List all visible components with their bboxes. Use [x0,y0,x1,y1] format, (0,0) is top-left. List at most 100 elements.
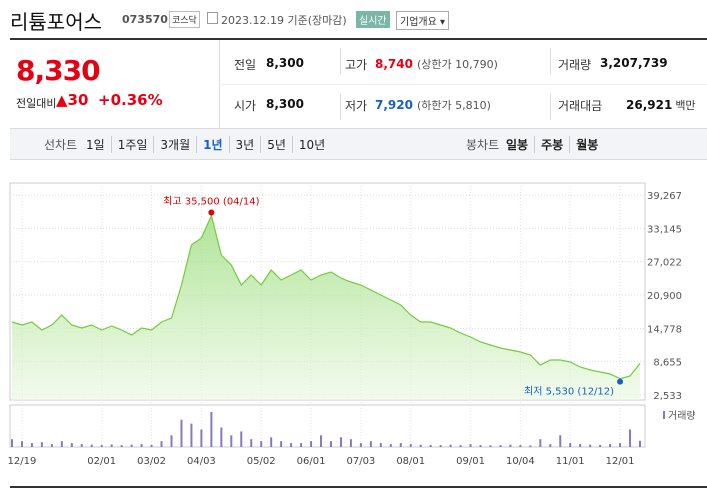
volume-bar [629,429,632,447]
change-rate: +0.36% [98,91,163,109]
stat-value: 26,921 백만 [626,97,696,113]
annotation-dot [617,378,624,385]
volume-bar [80,444,83,447]
tab-bar [10,128,707,160]
candle-tab[interactable]: 월봉 [569,136,604,153]
stat-number: 8,300 [266,56,304,70]
x-tick-label: 12/01 [606,456,635,467]
volume-bar [11,439,13,447]
stat-number: 8,300 [266,97,304,111]
volume-bar [619,443,622,447]
volume-bar [579,444,582,447]
volume-bar [130,444,133,447]
stat-unit: 백만 [675,99,696,112]
volume-bar [449,444,452,447]
stat-divider [550,94,551,120]
stock-code: 073570 [122,13,168,26]
volume-bar [329,441,332,447]
volume-bar [240,431,243,447]
volume-bar [389,444,392,447]
calendar-icon [207,12,218,24]
volume-bar [220,427,223,447]
volume-label: 거래량 [668,410,696,422]
stat-row-rule [219,84,707,85]
volume-bar [20,441,23,447]
volume-bar [40,442,43,447]
volume-bar [469,444,472,447]
stat-divider [340,48,341,74]
company-dropdown[interactable]: 기업개요 ▾ [396,11,450,30]
volume-bar [559,435,562,447]
stat-number: 7,920 [375,98,413,112]
volume-bar [409,444,412,447]
stat-label: 고가 [345,58,368,72]
period-tab[interactable]: 3년 [228,136,261,153]
volume-bar [359,443,362,447]
y-tick-label: 39,267 [647,191,682,202]
volume-bar [349,439,352,447]
chart: 거래량 2,533 8,655 14,778 20,900 27,022 33,145 39… [8,182,707,488]
volume-bar [300,443,303,447]
x-tick-label: 12/19 [8,456,37,467]
period-tab[interactable]: 1일 [86,138,105,152]
volume-bar [70,443,73,447]
candle-tab[interactable]: 일봉 [506,138,529,152]
volume-bar [290,443,293,447]
volume-bar [569,443,572,447]
volume-bar [369,441,372,447]
x-tick-label: 11/01 [556,456,585,467]
realtime-badge[interactable]: 실시간 [356,11,390,28]
period-tab[interactable]: 1년 [196,136,228,153]
stat-label: 전일 [234,58,257,72]
volume-bar [519,445,522,447]
area [12,215,640,400]
volume-bar [599,444,602,447]
volume-bar [589,444,592,447]
market-badge: 코스닥 [169,11,200,28]
volume-bar [60,441,63,447]
top-rule [10,38,707,40]
y-tick-label: 14,778 [647,324,682,335]
volume-bar [190,423,193,447]
stat-value: 8,300 [266,56,304,70]
volume-bar [250,439,253,447]
x-tick-label: 09/01 [456,456,485,467]
line-periods: 1일 1주일 3개월 1년 3년 5년 10년 [80,136,331,153]
volume-bar [379,443,382,447]
stat-value: 3,207,739 [600,56,668,70]
volume-bar [459,445,462,447]
period-tab[interactable]: 5년 [260,136,292,153]
volume-bar [180,419,183,447]
candle-tab[interactable]: 주봉 [534,136,569,153]
stat-value: 7,920 (하한가 5,810) [375,97,491,113]
volume-bar [399,443,402,447]
stock-name: 리튬포어스 [10,10,102,34]
volume-bar [120,445,123,447]
volume-bar [280,441,283,447]
stat-label: 시가 [234,99,257,113]
volume-bar [320,435,323,447]
current-price: 8,330 [16,54,101,87]
volume-bar [170,435,173,447]
x-tick-label: 04/03 [187,456,216,467]
price-line [11,213,641,380]
candle-periods: 일봉 주봉 월봉 [500,136,604,153]
stat-label: 거래대금 [558,99,603,113]
period-tab[interactable]: 3개월 [153,136,196,153]
stat-note: (상한가 10,790) [416,58,498,71]
stat-value: 8,300 [266,97,304,111]
volume-bar [140,444,143,447]
volume-bar [310,441,313,447]
volume-bar [200,429,203,447]
x-tick-label: 03/02 [137,456,166,467]
change-value: 30 [67,91,89,109]
stat-divider [340,94,341,120]
x-tick-label: 05/02 [247,456,276,467]
stat-label: 저가 [345,99,368,113]
stat-number: 8,740 [375,57,413,71]
volume-bar [539,439,542,447]
volume-frame [9,404,646,448]
period-tab[interactable]: 10년 [291,136,331,153]
stat-number: 26,921 [626,98,673,112]
period-tab[interactable]: 1주일 [110,136,154,153]
